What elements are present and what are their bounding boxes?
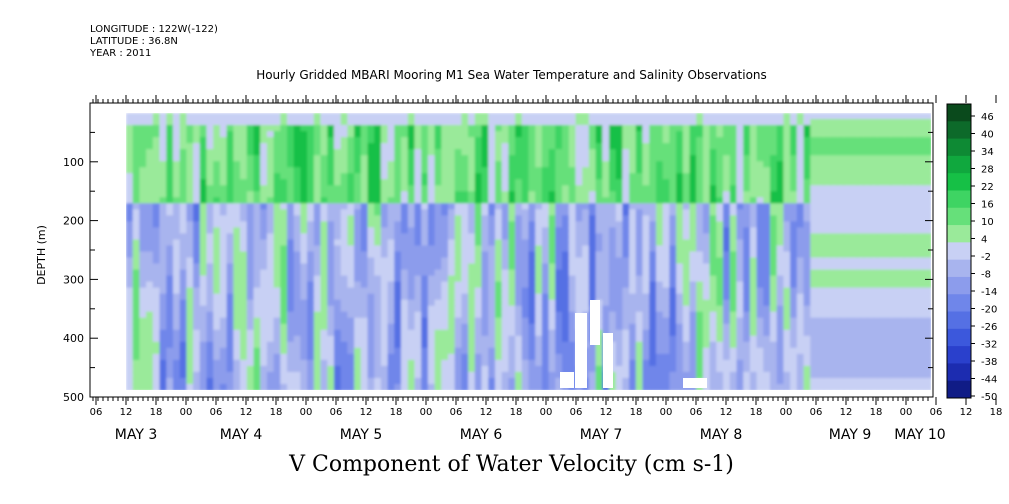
colorbar-label: -14 [981,287,997,298]
y-axis-label: DEPTH (m) [35,225,48,285]
chart-variable-title: V Component of Water Velocity (cm s-1) [289,452,734,477]
x-hour-tick-label: 06 [810,407,823,418]
metadata-block: LONGITUDE : 122W(-122) LATITUDE : 36.8N … [90,24,218,60]
x-day-label: MAY 7 [580,427,622,443]
y-tick-label: 500 [63,391,84,404]
colorbar-swatch [947,294,971,313]
x-hour-tick-label: 18 [270,407,283,418]
latitude-label: LATITUDE : 36.8N [90,36,178,47]
colorbar-label: -32 [981,340,997,351]
x-hour-tick-label: 18 [870,407,883,418]
colorbar-label: 46 [981,112,994,123]
x-day-label: MAY 5 [340,427,382,443]
x-hour-tick-label: 12 [240,407,253,418]
x-hour-tick-label: 18 [630,407,643,418]
colorbar-swatch [947,346,971,364]
year-label: YEAR : 2011 [90,48,152,59]
x-hour-tick-label: 12 [960,407,973,418]
x-day-label: MAY 8 [700,427,742,443]
longitude-label: LONGITUDE : 122W(-122) [90,24,218,35]
colorbar: 46 40 34 28 22 16 10 4 -2 -8 -14 -20 -26 -32 -38 -44 -50 [946,103,997,403]
x-hour-tick-label: 06 [330,407,343,418]
x-day-label: MAY 10 [894,427,945,443]
data-gap [590,300,600,345]
x-day-label: MAY 3 [115,427,157,443]
x-day-label: MAY 4 [220,427,263,443]
colorbar-swatch [947,190,971,209]
colorbar-label: -26 [981,322,997,333]
colorbar-label: -8 [981,270,991,281]
x-hour-tick-label: 12 [840,407,853,418]
x-hour-tick-label: 18 [510,407,523,418]
x-hour-tick-label: 00 [540,407,553,418]
x-hour-tick-label: 12 [480,407,493,418]
colorbar-swatch [947,104,971,122]
colorbar-label: 28 [981,165,994,176]
colorbar-swatch [947,155,971,174]
colorbar-label: -2 [981,252,991,263]
x-hour-tick-label: 00 [180,407,193,418]
colorbar-swatch [947,328,971,347]
colorbar-label: 4 [981,235,987,246]
colorbar-label: 10 [981,217,994,228]
axes: 06 12 18 00 06 12 18 00 06 12 18 00 06 12 18 00 06 12 18 00… [63,95,1003,443]
x-hour-tick-label: 18 [990,407,1003,418]
x-hour-tick-label: 18 [390,407,403,418]
y-tick-label: 400 [63,332,84,345]
x-hour-tick-label: 12 [120,407,133,418]
colorbar-label: -44 [981,375,997,386]
colorbar-label: 40 [981,130,994,141]
x-hour-tick-label: 00 [780,407,793,418]
x-hour-tick-label: 00 [900,407,913,418]
colorbar-swatch [947,276,971,295]
data-gaps [560,300,707,388]
x-hour-tick-label: 06 [450,407,463,418]
x-hour-tick-label: 12 [360,407,373,418]
x-hour-tick-label: 18 [150,407,163,418]
colorbar-swatch [947,380,971,399]
colorbar-swatch [947,207,971,226]
x-hour-tick-label: 00 [300,407,313,418]
x-hour-tick-label: 12 [720,407,733,418]
colorbar-label: -50 [981,392,997,403]
y-tick-label: 200 [63,215,84,228]
data-gap [603,333,613,388]
x-day-label: MAY 9 [829,427,871,443]
x-hour-tick-label: 06 [210,407,223,418]
data-gap [683,378,707,388]
colorbar-label: 34 [981,147,994,158]
colorbar-swatch [947,121,971,140]
x-hour-tick-label: 06 [690,407,703,418]
x-hour-tick-label: 18 [750,407,763,418]
colorbar-label: 22 [981,182,994,193]
y-tick-label: 100 [63,156,84,169]
colorbar-label: -20 [981,305,997,316]
colorbar-swatch [947,138,971,157]
colorbar-swatch [947,363,971,382]
colorbar-swatch [947,225,971,243]
colorbar-swatch [947,242,971,261]
colorbar-swatch [947,311,971,330]
y-tick-label: 300 [63,273,84,286]
x-hour-tick-label: 06 [570,407,583,418]
data-gap [575,313,587,388]
colorbar-label: 16 [981,200,994,211]
x-hour-tick-label: 06 [90,407,103,418]
plot-title: Hourly Gridded MBARI Mooring M1 Sea Wate… [256,68,767,82]
x-day-label: MAY 6 [460,427,503,443]
heatmap-field [126,113,931,390]
x-hour-tick-label: 06 [930,407,943,418]
colorbar-swatch [947,259,971,278]
data-gap [560,372,574,388]
colorbar-swatch [947,173,971,191]
x-hour-tick-label: 00 [660,407,673,418]
x-hour-tick-label: 00 [420,407,433,418]
x-hour-tick-label: 12 [600,407,613,418]
colorbar-label: -38 [981,357,997,368]
